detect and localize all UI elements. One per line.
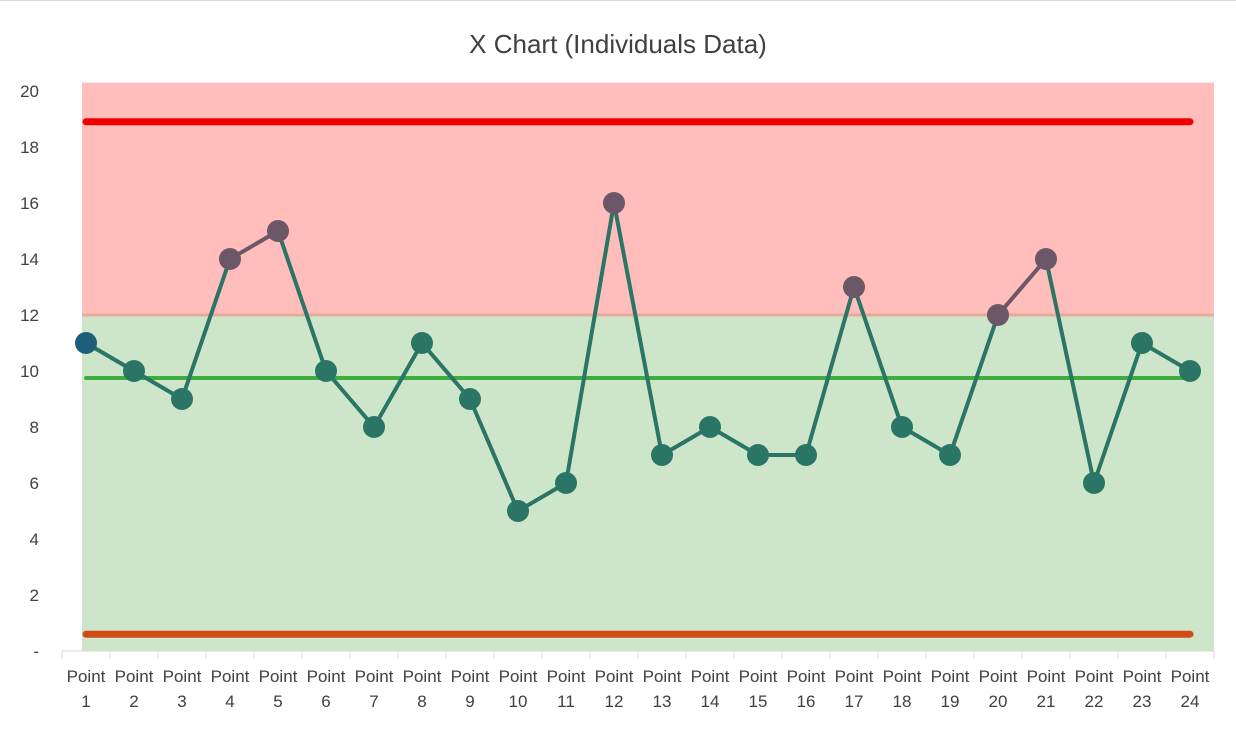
x-tick-label: Point 6 xyxy=(307,667,346,711)
data-point-4 xyxy=(219,248,241,270)
x-tick-label: Point 23 xyxy=(1123,667,1162,711)
series-segment-5 xyxy=(276,229,328,373)
data-point-12 xyxy=(603,192,625,214)
series-segment-8 xyxy=(420,341,472,401)
x-tick-label: Point 21 xyxy=(1027,667,1066,711)
data-point-10 xyxy=(507,500,529,522)
chart-title: X Chart (Individuals Data) xyxy=(469,29,767,59)
data-point-18 xyxy=(891,416,913,438)
background-bands xyxy=(82,82,1214,651)
data-point-16 xyxy=(795,444,817,466)
series-segment-17 xyxy=(852,285,904,429)
data-point-20 xyxy=(987,304,1009,326)
series-segment-11 xyxy=(564,201,616,485)
y-axis: - 2 4 6 8 10 12 14 16 18 20 xyxy=(20,82,39,661)
x-tick-label: Point 9 xyxy=(451,667,490,711)
x-tick-label: Point 7 xyxy=(355,667,394,711)
band-0 xyxy=(82,82,1214,315)
x-tick-label: Point 12 xyxy=(595,667,634,711)
y-tick-label: 12 xyxy=(20,306,39,325)
x-tick-label: Point 10 xyxy=(499,667,538,711)
series-segment-16 xyxy=(804,285,856,457)
data-point-17 xyxy=(843,276,865,298)
data-point-11 xyxy=(555,472,577,494)
data-point-13 xyxy=(651,444,673,466)
series-segment-6 xyxy=(324,369,376,429)
series-markers xyxy=(75,192,1201,522)
y-tick-label: - xyxy=(33,642,39,661)
x-tick-label: Point 8 xyxy=(403,667,442,711)
y-tick-label: 10 xyxy=(20,362,39,381)
band-1 xyxy=(82,315,1214,651)
x-tick-label: Point 2 xyxy=(115,667,154,711)
x-tick-label: Point 3 xyxy=(163,667,202,711)
x-tick-label: Point 15 xyxy=(739,667,778,711)
x-tick-label: Point 19 xyxy=(931,667,970,711)
data-point-24 xyxy=(1179,360,1201,382)
data-point-23 xyxy=(1131,332,1153,354)
data-point-5 xyxy=(267,220,289,242)
data-point-2 xyxy=(123,360,145,382)
x-tick-label: Point 20 xyxy=(979,667,1018,711)
series-segment-12 xyxy=(612,201,664,457)
data-point-15 xyxy=(747,444,769,466)
data-point-22 xyxy=(1083,472,1105,494)
data-point-21 xyxy=(1035,248,1057,270)
x-tick-label: Point 17 xyxy=(835,667,874,711)
y-tick-label: 8 xyxy=(30,418,39,437)
series-segment-20 xyxy=(996,257,1048,317)
data-point-14 xyxy=(699,416,721,438)
series-segment-3 xyxy=(180,257,232,401)
x-tick-label: Point 1 xyxy=(67,667,106,711)
x-tick-label: Point 4 xyxy=(211,667,250,711)
data-point-1 xyxy=(75,332,97,354)
x-tick-label: Point 24 xyxy=(1171,667,1210,711)
y-tick-label: 16 xyxy=(20,194,39,213)
data-point-7 xyxy=(363,416,385,438)
x-tick-label: Point 11 xyxy=(547,667,586,711)
y-tick-label: 4 xyxy=(30,530,39,549)
x-tick-label: Point 5 xyxy=(259,667,298,711)
series-segment-21 xyxy=(1044,257,1096,485)
x-tick-label: Point 13 xyxy=(643,667,682,711)
x-tick-label: Point 18 xyxy=(883,667,922,711)
series-segment-7 xyxy=(372,341,424,429)
data-point-9 xyxy=(459,388,481,410)
series-segment-22 xyxy=(1092,341,1144,485)
y-tick-label: 14 xyxy=(20,250,39,269)
data-point-19 xyxy=(939,444,961,466)
y-tick-label: 20 xyxy=(20,82,39,101)
reference-lines xyxy=(82,118,1194,638)
y-tick-label: 2 xyxy=(30,586,39,605)
data-point-8 xyxy=(411,332,433,354)
x-tick-label: Point 14 xyxy=(691,667,730,711)
series-segment-19 xyxy=(948,313,1000,457)
x-tick-label: Point 16 xyxy=(787,667,826,711)
x-tick-label: Point 22 xyxy=(1075,667,1114,711)
series-segment-9 xyxy=(468,397,520,513)
data-point-6 xyxy=(315,360,337,382)
y-tick-label: 6 xyxy=(30,474,39,493)
y-tick-label: 18 xyxy=(20,138,39,157)
data-point-3 xyxy=(171,388,193,410)
